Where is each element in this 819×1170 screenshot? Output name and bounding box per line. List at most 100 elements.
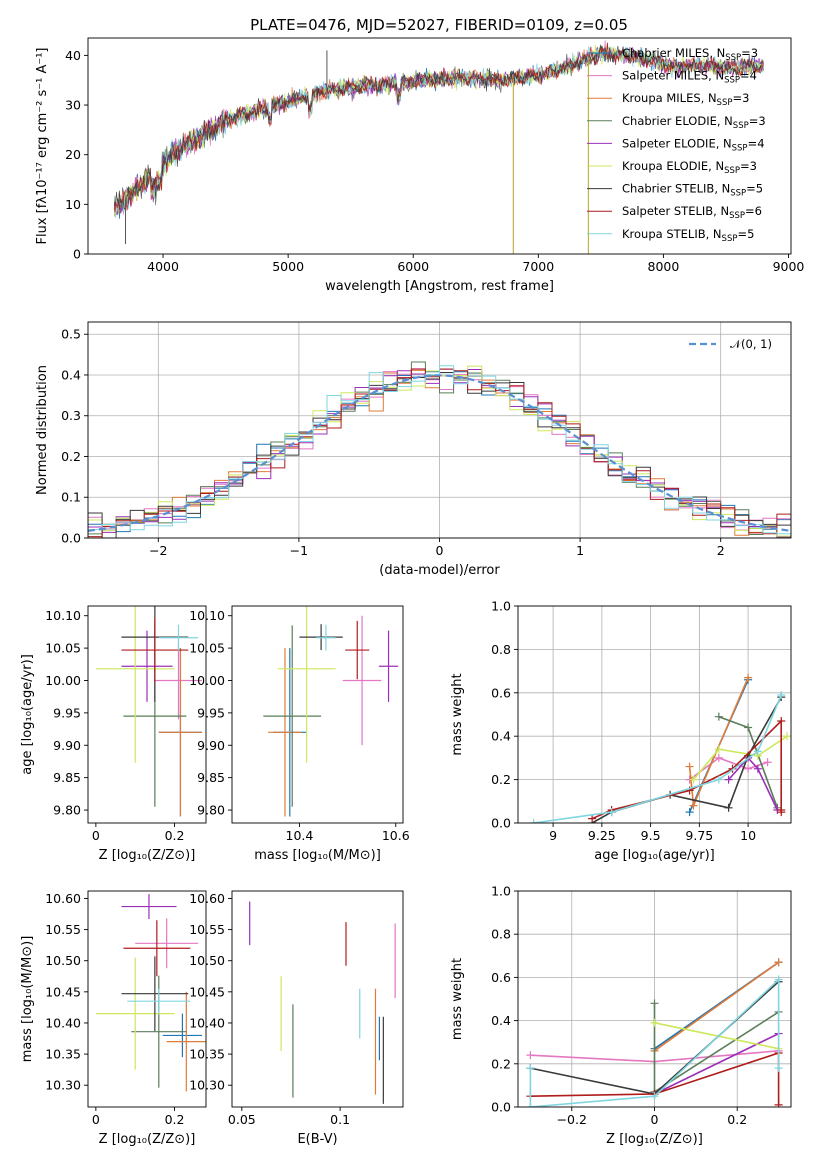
x-tick-label: 0.1	[330, 1112, 350, 1127]
plot-area	[529, 673, 791, 823]
weight-marker-salp_miles	[763, 758, 772, 767]
weight-marker-salp_miles	[714, 753, 723, 762]
y-tick-label: 20	[65, 147, 81, 162]
x-tick-label: 9.25	[588, 828, 616, 843]
y-tick-label: 10.00	[45, 673, 81, 688]
y-tick-label: 10.60	[189, 891, 225, 906]
legend-entry: Salpeter STELIB, NSSP=6	[622, 204, 762, 221]
weight-marker-krou_stelib	[777, 690, 786, 699]
weight-marker-krou_elodie	[714, 745, 723, 754]
panel-mass_vs_ebv: 0.05 0.1 10.30 10.35 10.40 10.45 10.50 10.55 10.…	[189, 890, 404, 1147]
weight-marker-krou_stelib	[774, 1064, 783, 1073]
x-tick-label: 0.05	[228, 1112, 256, 1127]
x-tick-label: 7000	[522, 259, 554, 274]
y-tick-label: 9.95	[197, 705, 225, 720]
weight-marker-chab_elodie	[650, 999, 659, 1008]
weight-marker-krou_stelib	[650, 1092, 659, 1101]
x-tick-label: 8000	[648, 259, 680, 274]
y-tick-label: 0.4	[491, 729, 511, 744]
x-tick-label: 1	[576, 543, 584, 558]
weight-marker-krou_elodie	[783, 732, 791, 741]
y-axis-label: mass weight	[450, 958, 465, 1040]
weight-marker-krou_stelib	[714, 775, 723, 784]
legend-entry: Chabrier ELODIE, NSSP=3	[622, 114, 766, 131]
y-tick-label: 1.0	[491, 884, 511, 899]
x-tick-label: 9000	[773, 259, 805, 274]
plot-area	[113, 40, 764, 254]
weight-marker-salp_elodie	[753, 764, 762, 773]
x-tick-label: 0	[651, 1112, 659, 1127]
legend-entry: Salpeter MILES, NSSP=4	[622, 69, 757, 86]
panel-mass_vs_Z: 0 0.2 10.30 10.35 10.40 10.45 10.50 10.55 10.60 Z…	[20, 890, 207, 1147]
x-axis-label: Z [log₁₀(Z/Z⊙)]	[606, 1132, 703, 1147]
weight-marker-salp_miles	[744, 764, 753, 773]
weight-marker-krou_miles	[774, 958, 783, 967]
weight-marker-krou_miles	[744, 673, 753, 682]
weight-line-krou_elodie	[692, 735, 788, 781]
axes-frame	[517, 605, 792, 824]
y-tick-label: 10.40	[45, 1015, 81, 1030]
x-tick-label: −2	[149, 543, 167, 558]
y-tick-label: 0.6	[491, 970, 511, 985]
y-tick-label: 0	[73, 247, 81, 262]
panels: Chabrier MILES, NSSP=3 Salpeter MILES, NS…	[20, 37, 805, 1147]
panel-age_vs_mass: 10.4 10.6 9.80 9.85 9.90 9.95 10.00 10.05 10.10 m…	[189, 605, 410, 863]
x-axis-label: E(B-V)	[297, 1132, 337, 1147]
x-axis-label: Z [log₁₀(Z/Z⊙)]	[99, 1132, 196, 1147]
y-tick-label: 0.1	[61, 490, 81, 505]
weight-marker-krou_stelib	[526, 1064, 535, 1073]
weight-line-salp_stelib	[591, 719, 782, 820]
weight-marker-salp_stelib	[777, 717, 786, 726]
x-axis-label: Z [log₁₀(Z/Z⊙)]	[99, 848, 196, 863]
panel-residuals: 𝒩(0, 1) −2 −1 0 1 2 0.0 0.1 0.2 0.3 0.4 0.5 (data-mo…	[35, 321, 792, 578]
y-tick-label: 1.0	[491, 599, 511, 614]
y-tick-label: 10.40	[189, 1015, 225, 1030]
legend-entry: Chabrier MILES, NSSP=3	[622, 46, 758, 63]
y-tick-label: 10.55	[189, 922, 225, 937]
x-axis-label: (data-model)/error	[379, 563, 500, 578]
weight-marker-krou_miles	[685, 762, 694, 771]
y-tick-label: 0.2	[491, 772, 511, 787]
y-tick-label: 10.10	[45, 608, 81, 623]
x-tick-label: 9.75	[685, 828, 713, 843]
x-tick-label: 4000	[147, 259, 179, 274]
weight-line-krou_stelib	[533, 694, 782, 823]
y-tick-label: 0.3	[61, 408, 81, 423]
axes-frame	[87, 890, 207, 1108]
y-tick-label: 0.2	[61, 449, 81, 464]
y-tick-label: 40	[65, 48, 81, 63]
axes-frame	[231, 890, 404, 1108]
y-tick-label: 30	[65, 98, 81, 113]
y-tick-label: 10.05	[45, 641, 81, 656]
y-tick-label: 10.35	[189, 1047, 225, 1062]
panel-weight_vs_age: 9 9.25 9.5 9.75 10 0.0 0.2 0.4 0.6 0.8 1.0 age [log…	[450, 599, 792, 863]
weight-marker-chab_stelib	[724, 803, 733, 812]
plot-area	[526, 958, 783, 1107]
y-tick-label: 10.10	[189, 608, 225, 623]
weight-marker-krou_stelib	[526, 1103, 535, 1107]
weight-marker-chab_elodie	[714, 712, 723, 721]
grid	[518, 605, 791, 824]
weight-marker-chab_miles	[685, 808, 694, 817]
weight-line-krou_elodie	[654, 1022, 779, 1050]
x-tick-label: 0	[92, 1112, 100, 1127]
y-tick-label: 0.4	[61, 367, 81, 382]
y-tick-label: 0.0	[491, 816, 511, 831]
figure-title: PLATE=0476, MJD=52027, FIBERID=0109, z=0…	[250, 16, 628, 34]
y-tick-label: 10.60	[45, 891, 81, 906]
weight-marker-salp_elodie	[724, 775, 733, 784]
plot-area	[95, 606, 203, 817]
y-tick-label: 9.80	[197, 803, 225, 818]
weight-marker-chab_elodie	[744, 723, 753, 732]
y-axis-label: age [log₁₀(age/yr)]	[20, 654, 35, 775]
y-tick-label: 10.50	[45, 953, 81, 968]
x-tick-label: 0.2	[165, 1112, 185, 1127]
weight-marker-salp_miles	[526, 1051, 535, 1060]
weight-marker-krou_elodie	[689, 775, 698, 784]
weight-marker-salp_stelib	[777, 808, 786, 817]
weight-line-krou_miles	[654, 961, 780, 1052]
x-tick-label: 2	[717, 543, 725, 558]
weight-marker-krou_stelib	[753, 747, 762, 756]
spectrum-line-chab_stelib	[114, 44, 764, 210]
